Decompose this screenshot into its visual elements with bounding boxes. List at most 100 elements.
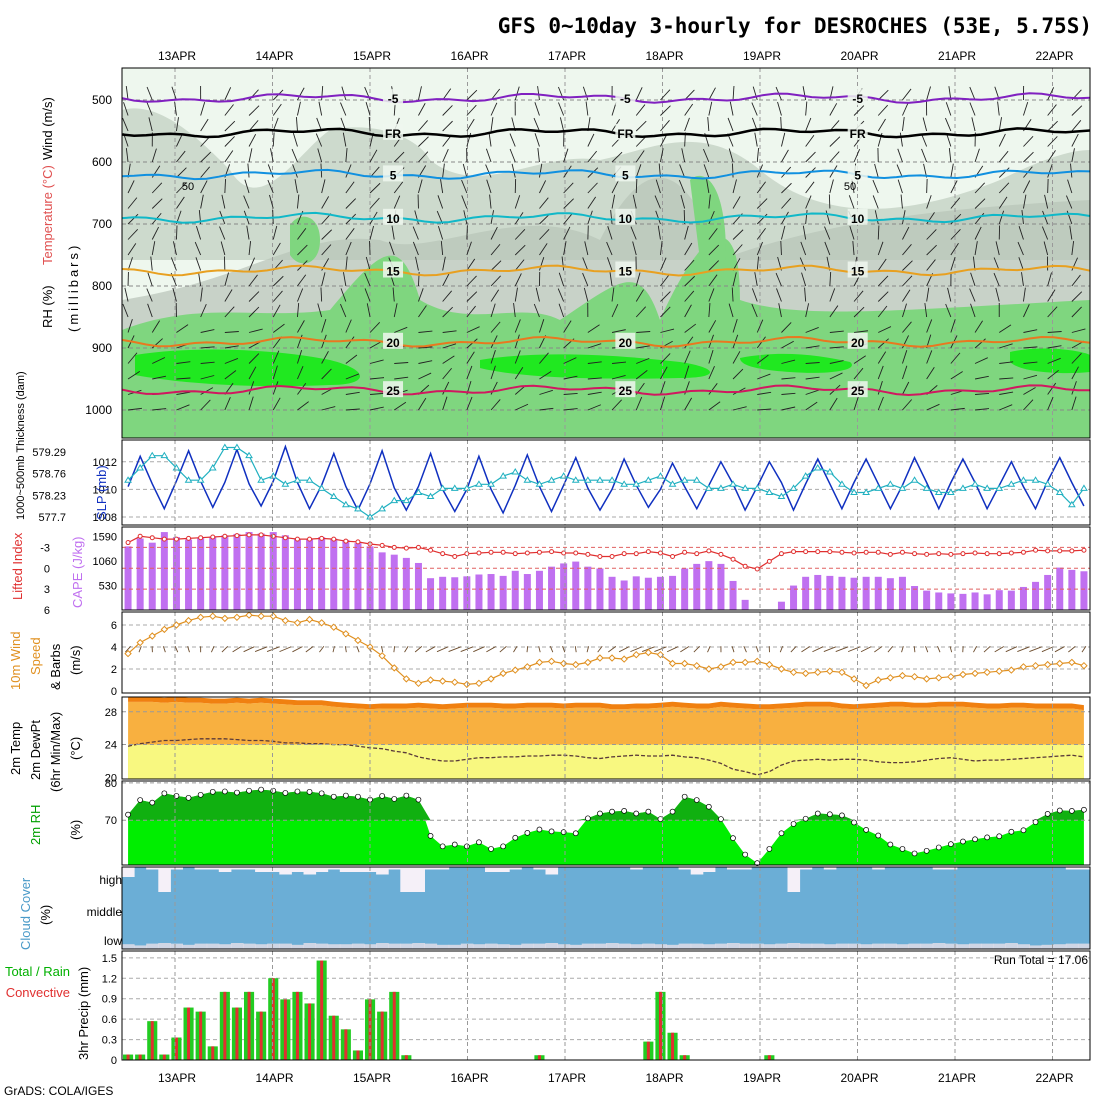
rh-point: [923, 847, 930, 854]
contour-label: 10: [851, 212, 865, 226]
wind-barb: [587, 182, 598, 194]
wind-barb: [587, 361, 602, 364]
wind-barb: [635, 150, 645, 163]
wind-barb: [877, 305, 888, 318]
wind-barb: [756, 181, 766, 194]
cape-bar: [826, 575, 834, 610]
wind-barb: [514, 366, 524, 380]
rh-tick-label: 70: [105, 815, 117, 827]
top-date-label: 13APR: [158, 49, 196, 63]
wind-barb: [486, 179, 492, 194]
wind-barb: [466, 225, 468, 240]
wind-barb: [533, 117, 540, 132]
wind-speed-point: [668, 659, 677, 668]
wind-barb: [878, 326, 892, 333]
rh-point: [500, 843, 506, 850]
wind-barb: [1023, 304, 1030, 318]
cloud-low-gap: [1041, 944, 1055, 949]
wind-label-1: 10m Wind: [8, 631, 23, 690]
wind-barb: [267, 179, 274, 194]
temperature-contour: [121, 127, 1091, 139]
rh-point: [1068, 808, 1075, 814]
wind-barb: [272, 225, 278, 240]
wind-barb: [635, 306, 647, 318]
rh-point: [609, 808, 615, 815]
wind-barb: [200, 101, 206, 116]
wind-barb: [1047, 357, 1061, 364]
rh-point: [1044, 811, 1051, 817]
cloud-high-gap: [690, 867, 704, 875]
wind-barb-10m: [526, 646, 529, 653]
cloud-low-gap: [993, 943, 1006, 949]
top-date-label: 22APR: [1035, 49, 1073, 63]
wind-speed-point: [910, 672, 919, 681]
wind-barb: [877, 104, 889, 116]
thickness-point: [257, 476, 266, 483]
contour-label-bg: [615, 381, 636, 398]
wind-barb-10m: [937, 646, 941, 653]
wind-barb: [534, 102, 540, 116]
rh-point: [705, 803, 712, 810]
wind-barb: [418, 120, 428, 132]
wind-barb: [243, 195, 250, 209]
wind-barb: [684, 290, 695, 302]
cloud-high-gap: [424, 867, 438, 870]
wind-barb: [950, 243, 959, 256]
rh-point: [984, 834, 991, 841]
wind-barb: [635, 272, 641, 287]
wind-barb: [829, 372, 843, 380]
cape-bar: [245, 532, 253, 610]
wind-barb: [146, 86, 153, 101]
wind-barb: [1047, 120, 1058, 132]
lifted-index-point: [912, 551, 918, 557]
wind-barb: [176, 167, 187, 178]
thickness-point: [220, 443, 229, 451]
wind-barb: [466, 351, 475, 364]
wind-barb-10m: [949, 646, 953, 653]
cape-bar: [487, 574, 495, 610]
wind-barb-10m: [983, 646, 991, 653]
wind-barb: [805, 362, 820, 364]
cape-label-cape: CAPE (J/kg): [70, 536, 85, 608]
temperature-contours: -5 -5 -5 FR FR FR 5 5 5 10 10 10 15 15 15 20 20 20 25 25 25 5…: [121, 89, 1091, 398]
thickness-point: [487, 480, 495, 487]
wind-barb: [392, 287, 395, 302]
thickness-point: [898, 484, 907, 491]
wind-speed-point: [584, 658, 592, 667]
lifted-index-point: [621, 551, 627, 557]
wind-speed-point: [184, 616, 193, 625]
wind-barb: [902, 275, 913, 287]
cape-bar: [499, 575, 507, 610]
wind-barb: [636, 331, 651, 333]
wind-speed-point: [777, 665, 786, 673]
lifted-index-point: [645, 549, 651, 555]
precip-convective-bar: [211, 1046, 215, 1060]
wind-barb: [998, 167, 1010, 178]
wind-speed-point: [741, 658, 749, 667]
wind-barb: [170, 257, 177, 271]
rh-point: [669, 808, 676, 815]
wind-barb: [805, 389, 820, 395]
wind-barb: [777, 101, 782, 116]
lifted-index-point: [730, 556, 736, 562]
thickness-point: [426, 492, 435, 500]
cape-bar: [306, 538, 314, 610]
wind-barb: [291, 148, 298, 163]
wind-barb: [732, 163, 734, 178]
wind-speed-point: [572, 660, 580, 669]
wind-barb: [172, 241, 177, 256]
cloud-high-gap: [267, 867, 280, 872]
wind-barb: [224, 87, 232, 101]
wind-barb: [611, 304, 619, 318]
thickness-point: [1055, 488, 1064, 495]
cloud-low-gap: [497, 944, 510, 949]
chart-title: GFS 0~10day 3-hourly for DESROCHES (53E,…: [498, 14, 1092, 38]
wind-barb: [781, 182, 792, 194]
lifted-index-point: [706, 548, 712, 554]
wind-speed-point: [1007, 666, 1016, 674]
cloud-low-gap: [339, 944, 353, 949]
wind-speed-point: [947, 672, 955, 681]
slp-label-thickness: 1000~500mb Thickness (dam): [15, 371, 27, 520]
wind-barb: [1023, 374, 1038, 380]
wind-barb: [732, 368, 744, 380]
